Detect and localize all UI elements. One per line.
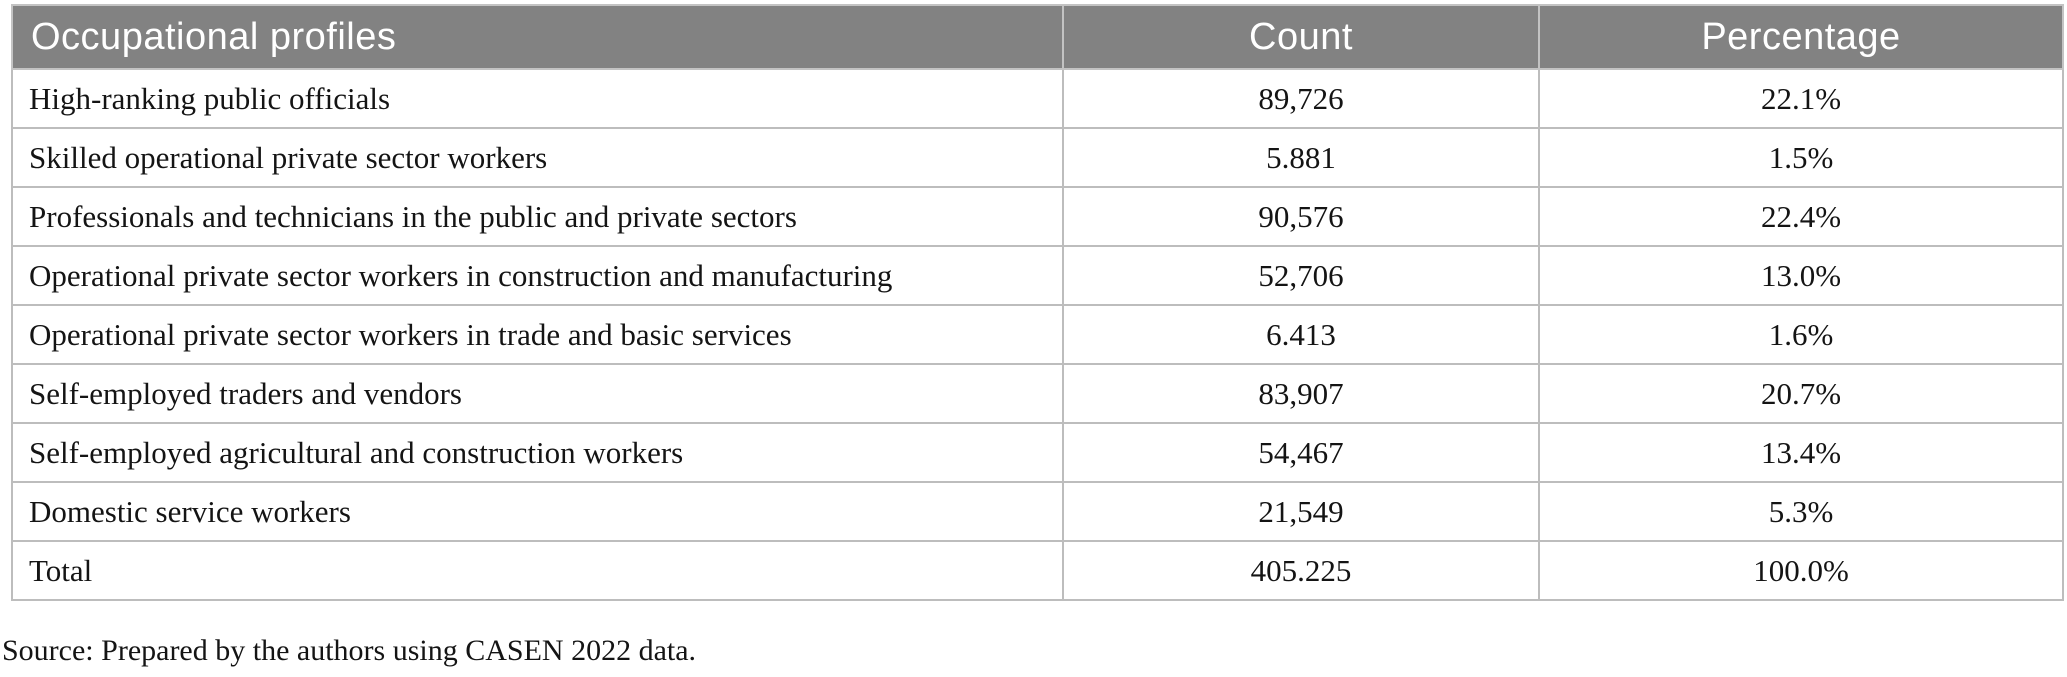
column-header-count: Count: [1062, 4, 1540, 70]
source-note: Source: Prepared by the authors using CA…: [2, 634, 697, 667]
cell-count: 21,549: [1062, 481, 1540, 542]
cell-percentage: 1.6%: [1538, 304, 2064, 365]
cell-count: 5.881: [1062, 127, 1540, 188]
table-row: Professionals and technicians in the pub…: [11, 186, 2064, 247]
cell-count: 52,706: [1062, 245, 1540, 306]
column-header-occupational-profiles: Occupational profiles: [11, 4, 1064, 70]
cell-profile: Operational private sector workers in co…: [11, 245, 1064, 306]
cell-percentage: 22.4%: [1538, 186, 2064, 247]
table-row: Operational private sector workers in co…: [11, 245, 2064, 306]
cell-profile: High-ranking public officials: [11, 68, 1064, 129]
cell-profile: Total: [11, 540, 1064, 601]
cell-percentage: 22.1%: [1538, 68, 2064, 129]
cell-profile: Self-employed traders and vendors: [11, 363, 1064, 424]
cell-profile: Operational private sector workers in tr…: [11, 304, 1064, 365]
cell-percentage: 100.0%: [1538, 540, 2064, 601]
table-row: Operational private sector workers in tr…: [11, 304, 2064, 365]
cell-profile: Self-employed agricultural and construct…: [11, 422, 1064, 483]
column-header-percentage: Percentage: [1538, 4, 2064, 70]
table-row: Self-employed agricultural and construct…: [11, 422, 2064, 483]
table-row-total: Total 405.225 100.0%: [11, 540, 2064, 601]
cell-percentage: 1.5%: [1538, 127, 2064, 188]
table-row: Self-employed traders and vendors 83,907…: [11, 363, 2064, 424]
cell-percentage: 5.3%: [1538, 481, 2064, 542]
cell-percentage: 13.0%: [1538, 245, 2064, 306]
cell-count: 6.413: [1062, 304, 1540, 365]
occupational-profiles-table: Occupational profiles Count Percentage H…: [11, 4, 2064, 601]
cell-count: 405.225: [1062, 540, 1540, 601]
table-row: High-ranking public officials 89,726 22.…: [11, 68, 2064, 129]
table-header-row: Occupational profiles Count Percentage: [11, 4, 2064, 70]
cell-count: 54,467: [1062, 422, 1540, 483]
cell-profile: Skilled operational private sector worke…: [11, 127, 1064, 188]
cell-count: 89,726: [1062, 68, 1540, 129]
cell-count: 90,576: [1062, 186, 1540, 247]
table-row: Domestic service workers 21,549 5.3%: [11, 481, 2064, 542]
cell-profile: Domestic service workers: [11, 481, 1064, 542]
cell-percentage: 20.7%: [1538, 363, 2064, 424]
table-row: Skilled operational private sector worke…: [11, 127, 2064, 188]
cell-percentage: 13.4%: [1538, 422, 2064, 483]
cell-count: 83,907: [1062, 363, 1540, 424]
cell-profile: Professionals and technicians in the pub…: [11, 186, 1064, 247]
